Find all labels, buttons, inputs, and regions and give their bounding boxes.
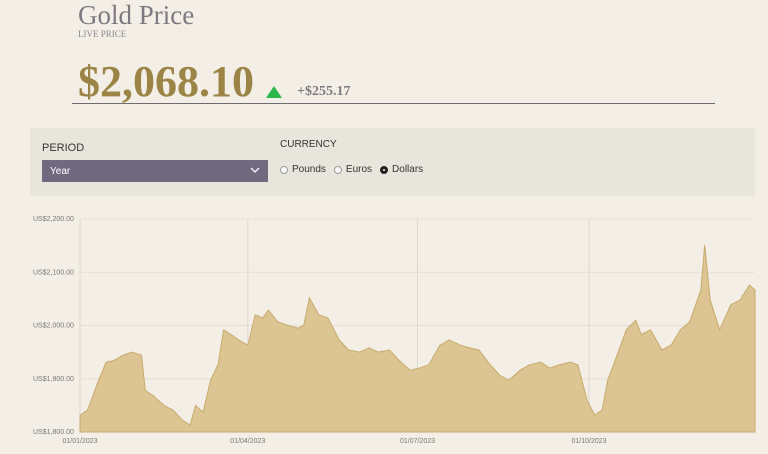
y-tick-label: US$1,900.00 [33,376,74,383]
x-tick-label: 01/04/2023 [230,438,265,445]
option-label: Dollars [392,164,424,175]
chart: US$1,800.00 US$1,900.00 US$2,000.00 US$2,10… [33,216,756,445]
currency-option[interactable]: Dollars [380,164,423,175]
option-label: Euros [345,164,373,175]
currency-option[interactable]: Pounds [280,164,326,175]
y-tick-label: US$2,200.00 [33,216,74,223]
x-tick-label: 01/10/2023 [572,438,607,445]
price: $2,068.10 [78,57,254,106]
x-tick-label: 01/07/2023 [400,438,435,445]
y-tick-label: US$1,800.00 [33,429,74,436]
divider [72,103,715,104]
controls-panel: PERIOD Year CURRENCY Pounds Euros Dollars [30,128,755,196]
currency-option[interactable]: Euros [333,164,373,175]
chevron [250,167,260,173]
subtitle: LIVE PRICE [78,29,127,39]
price-area [79,245,756,433]
x-tick-label: 01/01/2023 [62,438,97,445]
currency-label: CURRENCY [280,139,337,150]
radio [380,165,389,174]
currency-options: Pounds Euros Dollars [280,164,423,175]
radio [333,165,342,174]
period-value: Year [50,166,71,177]
radio [280,165,288,174]
period-select[interactable]: Year [42,160,268,182]
y-tick-label: US$2,100.00 [33,269,74,276]
title: Gold Price [78,0,195,30]
period-label: PERIOD [42,142,85,154]
price-change: +$255.17 [297,84,351,99]
y-tick-label: US$2,000.00 [33,323,74,330]
option-label: Pounds [292,164,326,175]
up-arrow [266,86,282,98]
